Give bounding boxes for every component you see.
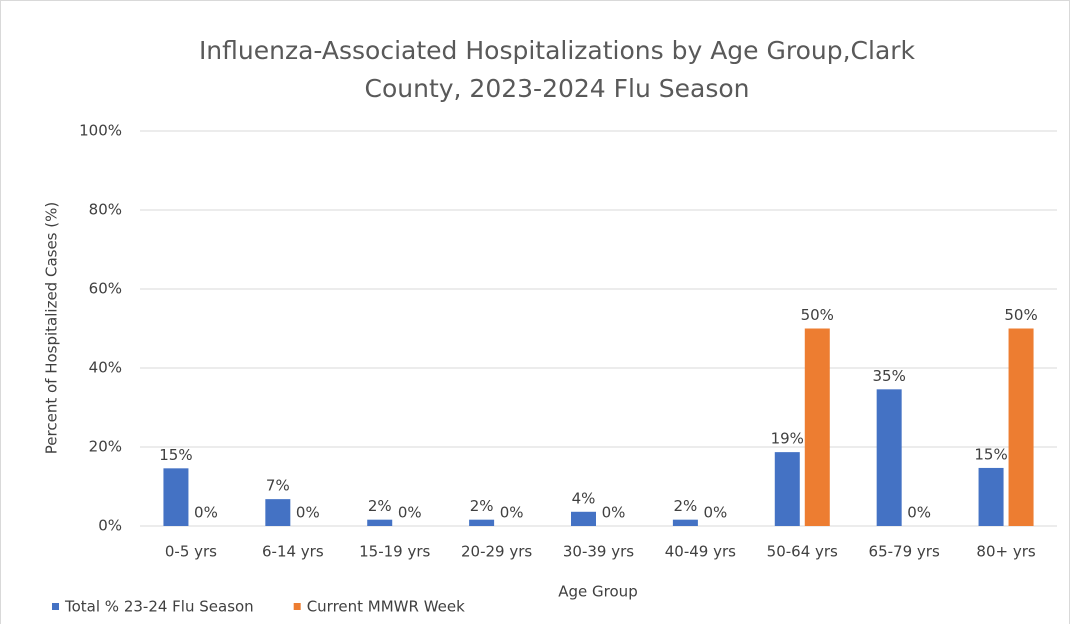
data-label: 50%: [1004, 306, 1037, 324]
data-label: 0%: [602, 504, 626, 522]
data-label: 15%: [974, 445, 1007, 463]
bar: [672, 519, 698, 526]
data-label: 0%: [703, 504, 727, 522]
data-label: 35%: [872, 367, 905, 385]
chart-title: Influenza-Associated Hospitalizations by…: [198, 36, 916, 103]
x-tick-label: 50-64 yrs: [767, 543, 838, 561]
bar: [367, 519, 393, 526]
bar: [804, 328, 830, 526]
y-tick-label: 100%: [79, 122, 122, 140]
y-tick-label: 20%: [89, 438, 122, 456]
bar: [774, 452, 800, 526]
x-tick-label: 80+ yrs: [976, 543, 1035, 561]
bar: [1008, 328, 1034, 526]
x-tick-label: 15-19 yrs: [359, 543, 430, 561]
data-label: 0%: [500, 504, 524, 522]
data-label: 7%: [266, 477, 290, 495]
data-label: 15%: [159, 446, 192, 464]
legend-swatch: [293, 603, 301, 610]
legend-swatch: [52, 603, 59, 610]
x-tick-label: 6-14 yrs: [262, 543, 324, 561]
bar: [571, 511, 596, 526]
y-tick-label: 60%: [89, 280, 122, 298]
x-tick-label: 20-29 yrs: [461, 543, 532, 561]
data-label: 0%: [398, 504, 422, 522]
data-label: 0%: [907, 504, 931, 522]
x-tick-label: 40-49 yrs: [665, 543, 736, 561]
bar: [163, 468, 189, 526]
data-label: 4%: [572, 489, 596, 507]
legend-label: Total % 23-24 Flu Season: [64, 598, 254, 616]
bar: [876, 389, 902, 526]
data-label: 50%: [801, 306, 834, 324]
bar: [265, 499, 291, 526]
data-label: 0%: [296, 504, 320, 522]
data-label: 19%: [771, 430, 804, 448]
y-axis-label: Percent of Hospitalized Cases (%): [43, 202, 61, 454]
x-tick-label: 0-5 yrs: [165, 543, 217, 561]
x-tick-label: 65-79 yrs: [869, 543, 940, 561]
data-label: 2%: [368, 497, 392, 515]
legend-label: Current MMWR Week: [307, 598, 465, 616]
data-label: 2%: [673, 497, 697, 515]
bar: [978, 467, 1004, 526]
bar: [469, 519, 495, 526]
y-tick-label: 80%: [89, 201, 122, 219]
x-axis-label: Age Group: [558, 583, 637, 601]
y-tick-label: 40%: [89, 359, 122, 377]
data-label: 0%: [194, 504, 218, 522]
x-tick-label: 30-39 yrs: [563, 543, 634, 561]
data-label: 2%: [470, 497, 494, 515]
y-tick-label: 0%: [98, 517, 122, 535]
